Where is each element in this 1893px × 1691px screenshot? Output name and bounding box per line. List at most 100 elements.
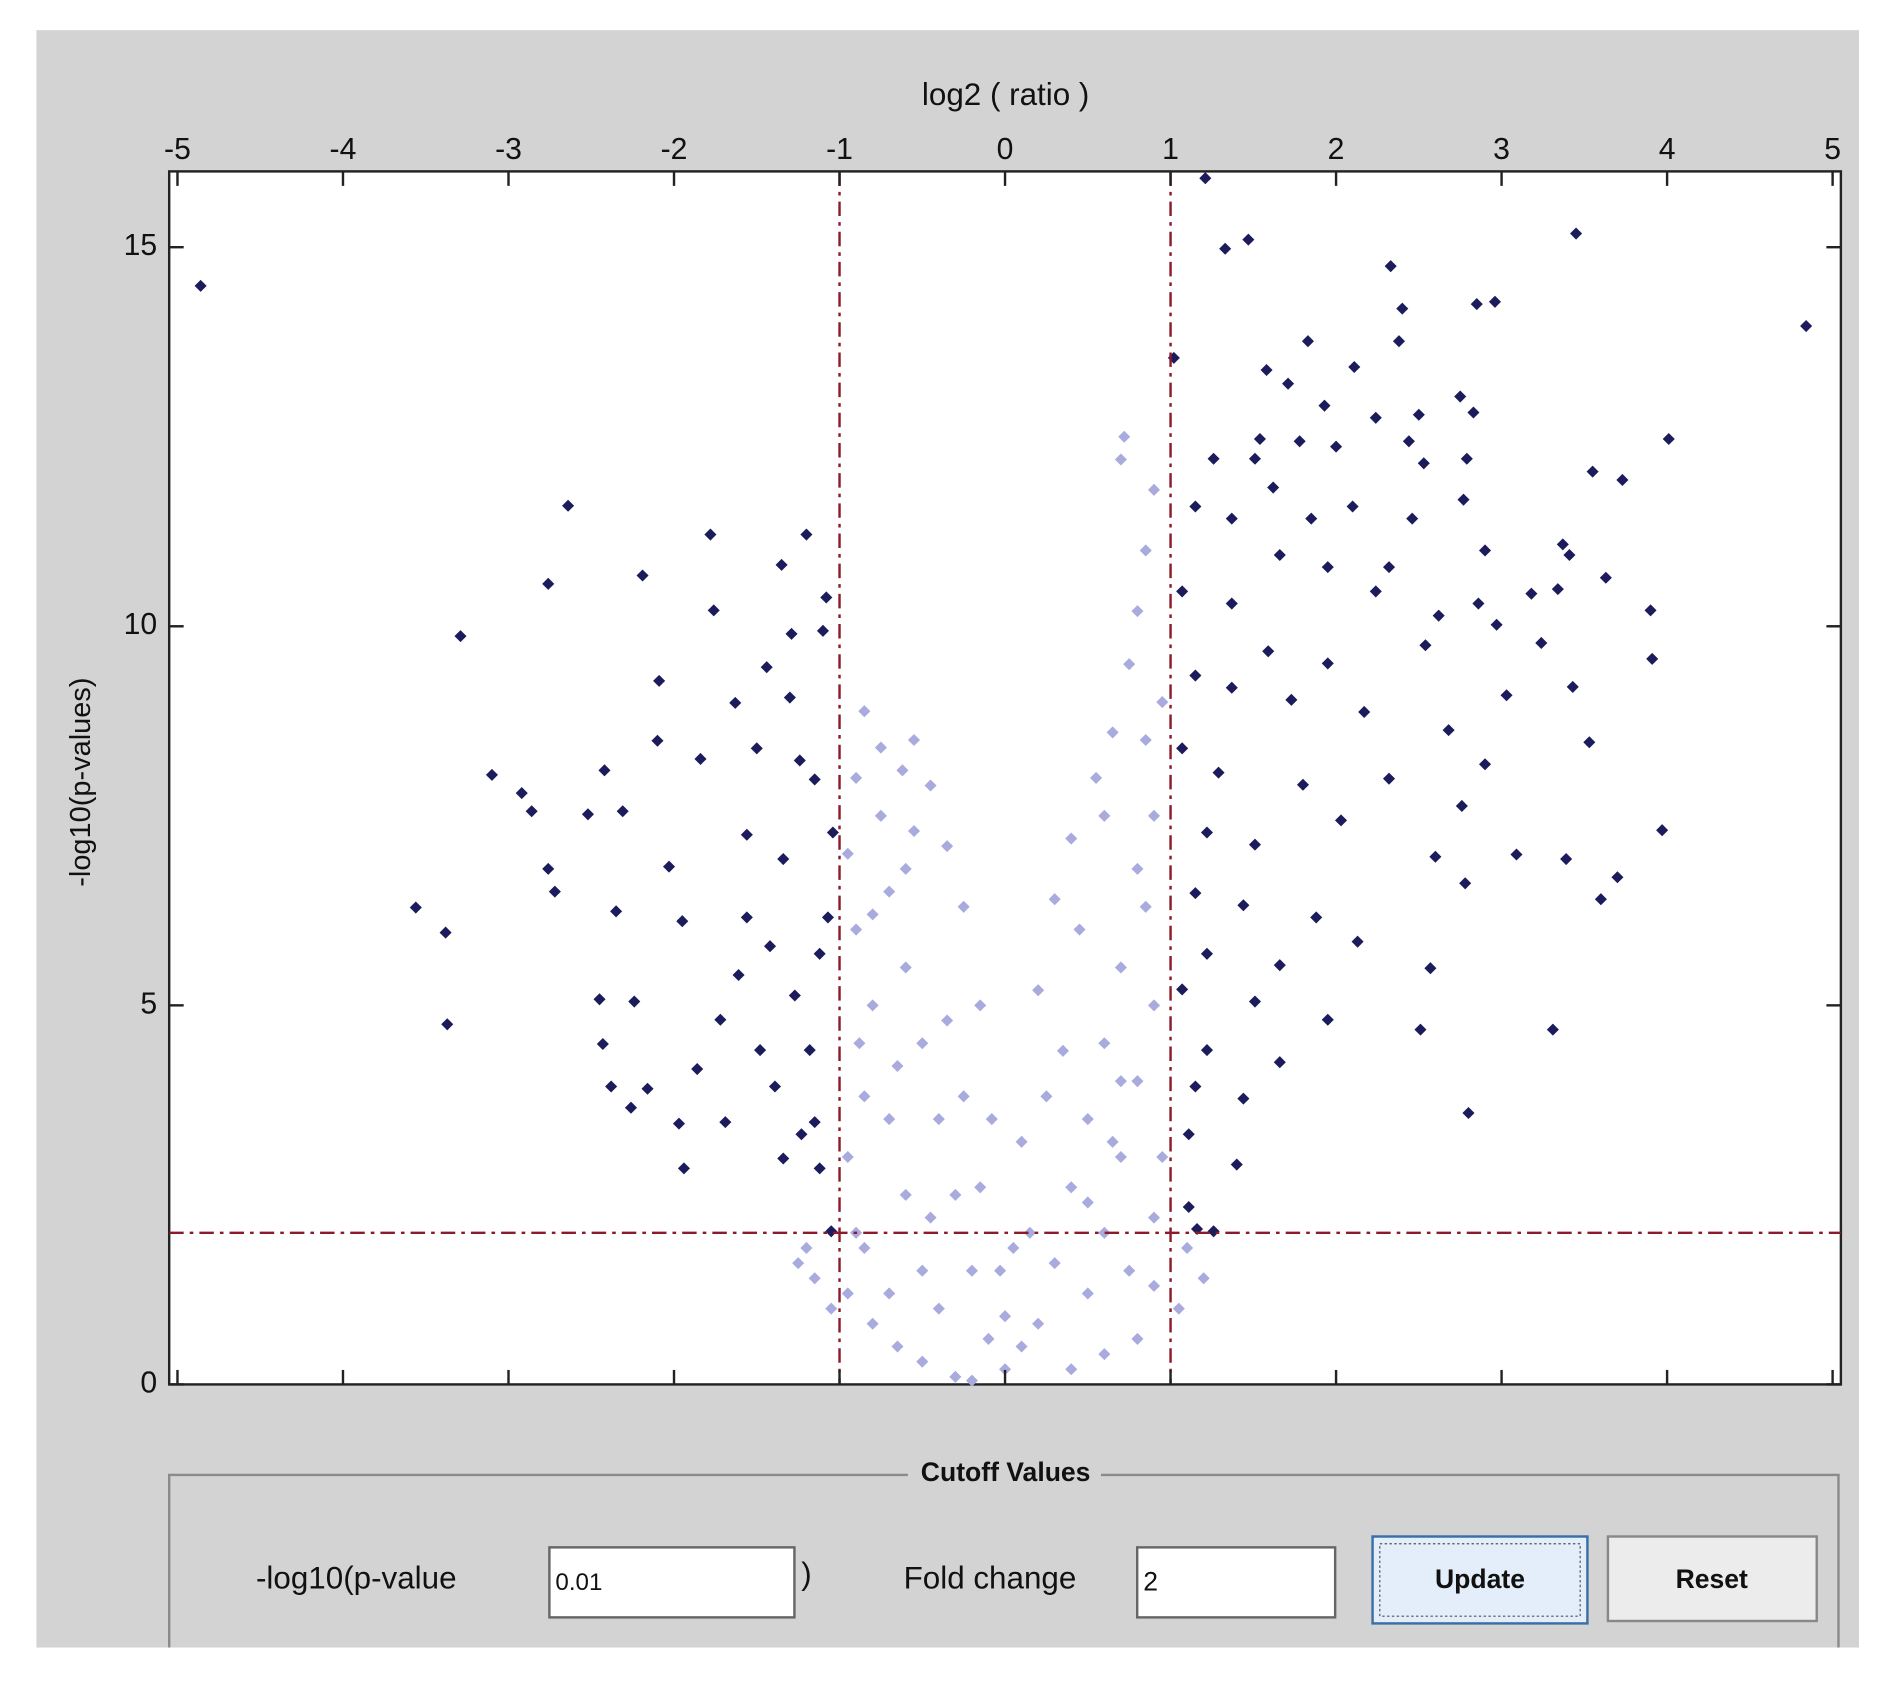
data-point [515,787,528,800]
data-point [1282,377,1295,390]
button-box[interactable] [1606,1535,1818,1623]
data-point [624,1101,638,1114]
data-point [525,805,538,818]
data-point [899,961,912,974]
data-point [1273,1056,1286,1069]
data-point [916,1264,929,1277]
input-text[interactable]: 0.01 [555,1569,602,1596]
data-point [899,1188,912,1201]
data-point [1248,452,1261,465]
y-axis-label: -log10(p-values) [65,678,97,887]
x-tick-label: -4 [330,133,357,166]
pvalue-input[interactable]: 0.01 [548,1546,796,1619]
data-point [941,840,954,853]
data-point [740,828,753,841]
data-point [1007,1241,1020,1254]
y-tick-label: 10 [124,608,158,641]
focus-ring [1379,1543,1581,1617]
data-point [542,577,555,590]
button-label[interactable]: Reset [1676,1564,1748,1594]
input-box[interactable] [1135,1546,1337,1619]
data-point [1392,335,1405,348]
data-point [949,1188,962,1201]
data-point [1123,1264,1136,1277]
fold-change-input[interactable]: 2 [1135,1546,1337,1619]
data-point [1455,799,1468,812]
y-tick-label: 5 [140,987,157,1020]
button-label[interactable]: Update [1435,1564,1525,1594]
reset-button[interactable]: Reset [1606,1535,1818,1623]
data-point [825,1225,838,1238]
x-tick-label: 1 [1162,133,1179,166]
panel-title: Cutoff Values [921,1457,1091,1487]
data-point [1065,1363,1078,1376]
data-point [1321,657,1334,670]
x-axis-label: log2 ( ratio ) [922,77,1089,112]
x-tick-label: 5 [1824,133,1841,166]
data-point [1346,500,1359,513]
data-point [826,826,839,839]
data-point [1032,1317,1045,1330]
data-point [883,1287,896,1300]
y-tick-label: 15 [124,229,158,262]
data-point [965,1374,978,1387]
data-point [1429,850,1442,863]
data-point [1260,363,1273,377]
data-point [740,911,753,924]
cutoff-panel: Cutoff Values -log10(p-value 0.01 ) Fold… [167,1455,1840,1648]
data-point [409,901,422,914]
plot-layer: -5 -4 -3 -2 -1 0 1 2 3 4 5 0 5 10 15 [124,133,1841,1400]
update-button[interactable]: Update [1371,1535,1589,1625]
data-point [1417,457,1430,470]
data-point [1419,639,1432,652]
data-point [581,808,594,821]
data-point [653,674,666,687]
data-point [965,1264,978,1277]
data-point [441,1018,454,1031]
data-point [974,1181,987,1194]
data-point [194,279,207,292]
data-point [1611,871,1624,884]
data-point [1490,618,1503,631]
data-point [1384,260,1397,273]
fold-change-label: Fold change [904,1560,1077,1595]
paren: ) [801,1557,811,1592]
data-point [1321,561,1334,574]
data-point [1237,899,1250,912]
data-point [1267,481,1280,494]
data-point [1199,172,1212,185]
panel-title-bg [907,1455,1101,1492]
data-point [1563,548,1576,562]
data-point [1176,585,1189,598]
data-point [1382,772,1396,785]
data-point [1478,758,1492,771]
data-point [1330,440,1343,453]
plot-area [167,170,1843,1386]
x-tick-label: -1 [826,133,853,166]
data-point [1358,705,1371,718]
data-point [821,911,834,924]
button-box[interactable] [1371,1535,1589,1625]
x-tick-label: 4 [1659,133,1676,166]
data-point [858,1241,871,1254]
x-tick-label: 2 [1328,133,1345,166]
data-point [605,1080,618,1093]
data-point [1382,561,1396,574]
input-text[interactable]: 2 [1143,1567,1158,1597]
data-point [866,908,879,921]
data-point [1273,548,1286,562]
data-point [949,1370,962,1383]
data-point [1396,302,1409,315]
x-tick-label: -2 [661,133,688,166]
data-point [1662,432,1675,446]
data-point [1500,689,1513,702]
data-point [1459,877,1472,890]
data-point [562,499,575,512]
data-point [1318,399,1331,412]
data-point [1467,406,1480,419]
data-point [866,1317,879,1330]
data-point [1457,493,1470,506]
input-box[interactable] [548,1546,796,1619]
